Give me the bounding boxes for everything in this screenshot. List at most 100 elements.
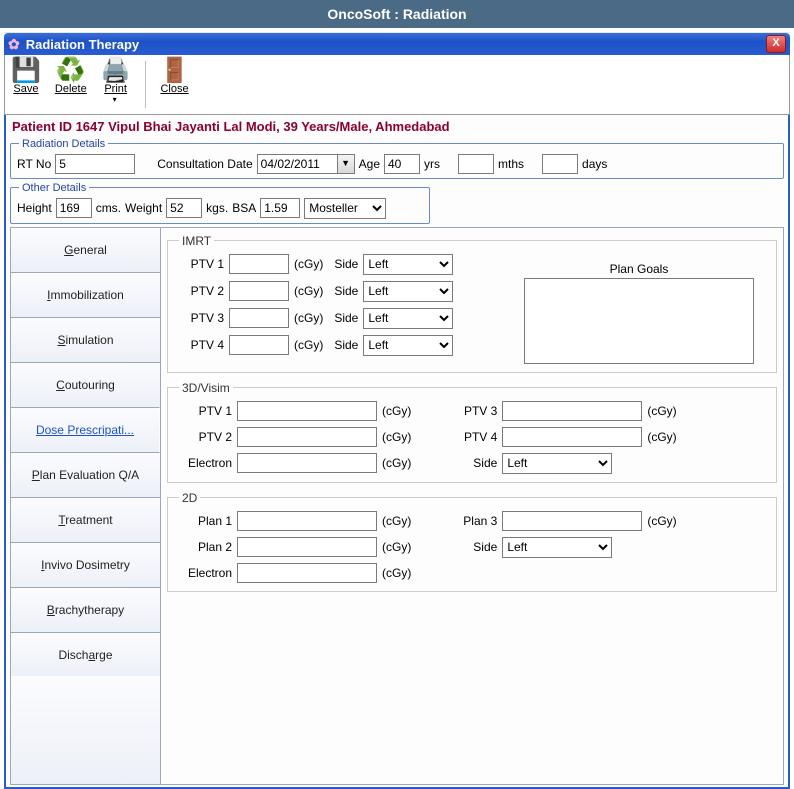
imrt-ptv3-input[interactable] bbox=[229, 308, 289, 328]
tab-invivo-dosimetry[interactable]: Invivo Dosimetry bbox=[10, 542, 160, 588]
tab-strip: General Immobilization Simulation Coutou… bbox=[10, 227, 160, 785]
tdv-ptv2-input[interactable] bbox=[237, 427, 377, 447]
2d-plan2-label: Plan 2 bbox=[176, 540, 232, 554]
weight-label: Weight bbox=[125, 201, 162, 215]
imrt-ptv1-input[interactable] bbox=[229, 254, 289, 274]
bsa-input[interactable] bbox=[260, 198, 300, 218]
three-d-visim-group: 3D/Visim PTV 1 (cGy) PTV 2 (cGy) bbox=[167, 381, 777, 483]
tdv-ptv1-input[interactable] bbox=[237, 401, 377, 421]
imrt-side4-select[interactable]: Left bbox=[363, 335, 453, 356]
2d-plan1-input[interactable] bbox=[237, 511, 377, 531]
imrt-side3-select[interactable]: Left bbox=[363, 308, 453, 329]
delete-button[interactable]: ♻️ Delete bbox=[55, 59, 87, 110]
tdv-ptv4-label: PTV 4 bbox=[451, 430, 497, 444]
rtno-input[interactable] bbox=[55, 154, 135, 174]
imrt-legend: IMRT bbox=[179, 234, 214, 248]
tdv-electron-unit: (cGy) bbox=[382, 456, 411, 470]
imrt-ptv2-label: PTV 2 bbox=[176, 284, 224, 298]
imrt-side3-label: Side bbox=[334, 311, 358, 325]
tdv-ptv1-unit: (cGy) bbox=[382, 404, 411, 418]
bsa-formula-select[interactable]: Mosteller bbox=[304, 198, 386, 219]
tdv-electron-input[interactable] bbox=[237, 453, 377, 473]
tab-treatment[interactable]: Treatment bbox=[10, 497, 160, 543]
tdv-ptv4-unit: (cGy) bbox=[647, 430, 676, 444]
toolbar-separator bbox=[145, 61, 146, 108]
tdv-ptv3-input[interactable] bbox=[502, 401, 642, 421]
other-details-legend: Other Details bbox=[19, 182, 89, 194]
imrt-ptv4-input[interactable] bbox=[229, 335, 289, 355]
2d-plan1-label: Plan 1 bbox=[176, 514, 232, 528]
2d-side-select[interactable]: Left bbox=[502, 537, 612, 558]
tdv-ptv4-input[interactable] bbox=[502, 427, 642, 447]
tab-immobilization[interactable]: Immobilization bbox=[10, 272, 160, 318]
2d-plan3-unit: (cGy) bbox=[647, 514, 676, 528]
imrt-ptv4-unit: (cGy) bbox=[294, 338, 323, 352]
tdv-ptv2-unit: (cGy) bbox=[382, 430, 411, 444]
tab-discharge[interactable]: Discharge bbox=[10, 632, 160, 678]
app-header: OncoSoft : Radiation bbox=[0, 0, 794, 28]
delete-label: Delete bbox=[55, 83, 87, 95]
exit-icon: 🚪 bbox=[160, 59, 190, 83]
2d-electron-label: Electron bbox=[176, 566, 232, 580]
print-button[interactable]: 🖨️ Print ▾ bbox=[101, 59, 131, 110]
days-input[interactable] bbox=[542, 154, 578, 174]
close-button[interactable]: 🚪 Close bbox=[160, 59, 190, 110]
tdv-electron-label: Electron bbox=[176, 456, 232, 470]
other-details-group: Other Details Height cms. Weight kgs. BS… bbox=[10, 182, 430, 224]
save-label: Save bbox=[11, 83, 41, 95]
tab-simulation[interactable]: Simulation bbox=[10, 317, 160, 363]
yrs-label: yrs bbox=[424, 157, 440, 171]
tdv-ptv3-label: PTV 3 bbox=[451, 404, 497, 418]
radiation-details-group: Radiation Details RT No Consultation Dat… bbox=[10, 138, 784, 179]
save-button[interactable]: 💾 Save bbox=[11, 59, 41, 110]
2d-electron-input[interactable] bbox=[237, 563, 377, 583]
2d-plan2-unit: (cGy) bbox=[382, 540, 411, 554]
months-input[interactable] bbox=[458, 154, 494, 174]
imrt-group: IMRT PTV 1 (cGy) Side Left PTV 2 bbox=[167, 234, 777, 373]
rtno-label: RT No bbox=[17, 157, 51, 171]
two-d-legend: 2D bbox=[179, 491, 200, 505]
tdv-ptv1-label: PTV 1 bbox=[176, 404, 232, 418]
tab-general[interactable]: General bbox=[10, 227, 160, 273]
age-label: Age bbox=[359, 157, 380, 171]
age-input[interactable] bbox=[384, 154, 420, 174]
imrt-side2-select[interactable]: Left bbox=[363, 281, 453, 302]
toolbar: 💾 Save ♻️ Delete 🖨️ Print ▾ 🚪 Close bbox=[4, 55, 790, 115]
2d-plan3-label: Plan 3 bbox=[451, 514, 497, 528]
close-label: Close bbox=[160, 83, 190, 95]
two-d-group: 2D Plan 1 (cGy) Plan 2 (cGy) bbox=[167, 491, 777, 592]
imrt-ptv3-label: PTV 3 bbox=[176, 311, 224, 325]
tdv-side-select[interactable]: Left bbox=[502, 453, 612, 474]
weight-input[interactable] bbox=[166, 198, 202, 218]
print-icon: 🖨️ bbox=[101, 59, 131, 83]
tab-brachytherapy[interactable]: Brachytherapy bbox=[10, 587, 160, 633]
2d-plan3-input[interactable] bbox=[502, 511, 642, 531]
print-dropdown-icon[interactable]: ▾ bbox=[113, 95, 117, 104]
imrt-ptv3-unit: (cGy) bbox=[294, 311, 323, 325]
tab-coutouring[interactable]: Coutouring bbox=[10, 362, 160, 408]
titlebar: ✿ Radiation Therapy X bbox=[4, 33, 790, 55]
plan-goals-textarea[interactable] bbox=[524, 278, 754, 364]
imrt-ptv4-label: PTV 4 bbox=[176, 338, 224, 352]
tab-dose-prescription[interactable]: Dose Prescripati... bbox=[10, 407, 160, 453]
height-input[interactable] bbox=[56, 198, 92, 218]
imrt-ptv1-label: PTV 1 bbox=[176, 257, 224, 271]
imrt-ptv2-input[interactable] bbox=[229, 281, 289, 301]
imrt-side4-label: Side bbox=[334, 338, 358, 352]
window-body: Patient ID 1647 Vipul Bhai Jayanti Lal M… bbox=[4, 115, 790, 789]
tab-plan-evaluation[interactable]: Plan Evaluation Q/A bbox=[10, 452, 160, 498]
tdv-side-label: Side bbox=[451, 456, 497, 470]
2d-plan2-input[interactable] bbox=[237, 537, 377, 557]
close-icon[interactable]: X bbox=[766, 35, 786, 53]
patient-info: Patient ID 1647 Vipul Bhai Jayanti Lal M… bbox=[10, 117, 784, 138]
main-area: General Immobilization Simulation Coutou… bbox=[10, 227, 784, 785]
days-label: days bbox=[582, 157, 607, 171]
imrt-side1-select[interactable]: Left bbox=[363, 254, 453, 275]
date-dropdown-icon[interactable]: ▼ bbox=[337, 154, 355, 174]
consult-date-input[interactable] bbox=[257, 154, 337, 174]
plan-goals-wrap: Plan Goals bbox=[524, 262, 754, 367]
imrt-ptv2-unit: (cGy) bbox=[294, 284, 323, 298]
window: ✿ Radiation Therapy X 💾 Save ♻️ Delete 🖨… bbox=[4, 32, 790, 789]
print-label: Print bbox=[101, 83, 131, 95]
save-icon: 💾 bbox=[11, 59, 41, 83]
